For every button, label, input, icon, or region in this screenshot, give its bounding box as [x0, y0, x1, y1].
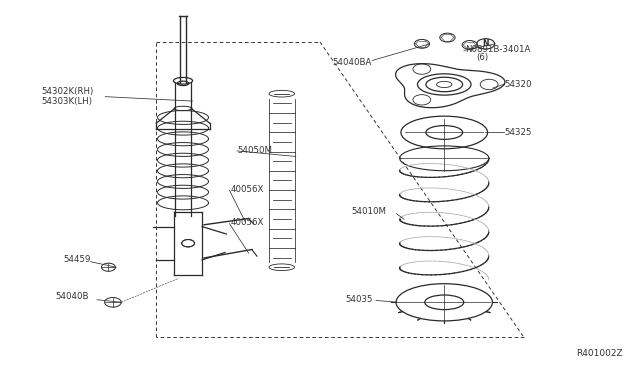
- Text: N0891B-3401A: N0891B-3401A: [465, 45, 531, 54]
- Text: 40056X: 40056X: [231, 185, 264, 194]
- Text: 54303K(LH): 54303K(LH): [41, 97, 92, 106]
- Text: 54302K(RH): 54302K(RH): [41, 87, 93, 96]
- Text: 54040B: 54040B: [56, 292, 89, 301]
- Text: 54459: 54459: [64, 254, 92, 264]
- Text: R401002Z: R401002Z: [576, 349, 623, 358]
- Text: 54010M: 54010M: [352, 207, 387, 217]
- Text: 54040BA: 54040BA: [333, 58, 372, 67]
- Text: (6): (6): [476, 53, 488, 62]
- Text: 40056X: 40056X: [231, 218, 264, 227]
- Text: 54050M: 54050M: [237, 147, 272, 155]
- Text: 54035: 54035: [346, 295, 373, 304]
- Text: 54325: 54325: [505, 128, 532, 137]
- Text: 54320: 54320: [505, 80, 532, 89]
- Text: N: N: [483, 39, 489, 48]
